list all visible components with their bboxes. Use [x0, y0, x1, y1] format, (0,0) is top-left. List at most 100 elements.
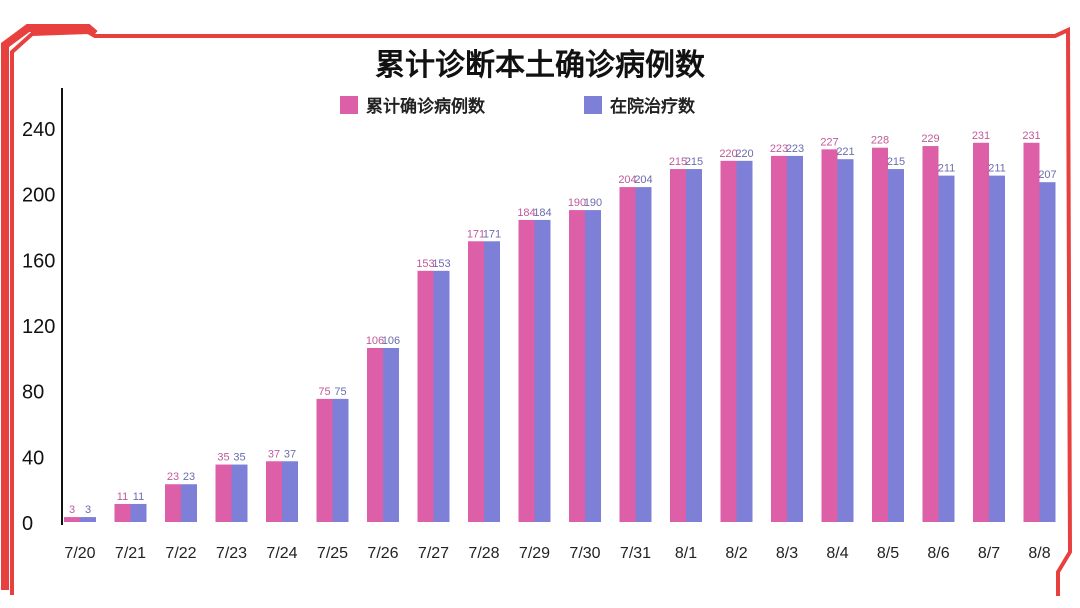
y-tick-label: 160: [22, 250, 55, 272]
data-label-cumulative: 190: [568, 197, 586, 209]
bar-cumulative: [569, 210, 585, 523]
data-label-cumulative: 215: [669, 156, 687, 168]
y-tick-label: 40: [22, 447, 44, 469]
bar-hospital: [383, 347, 399, 522]
x-tick-label: 8/7: [978, 545, 1000, 562]
x-tick-label: 7/21: [115, 545, 146, 562]
data-label-hospital: 221: [836, 146, 854, 158]
bar-cumulative: [64, 517, 80, 522]
bar-cumulative: [114, 503, 131, 522]
y-tick-label: 240: [22, 119, 55, 141]
legend-item-cumulative: 累计确诊病例数: [340, 92, 485, 117]
bar-hospital: [231, 464, 248, 522]
data-label-hospital: 37: [284, 448, 296, 460]
x-tick-label: 8/2: [725, 545, 747, 562]
bar-cumulative: [215, 464, 232, 522]
chart-title: 累计诊断本土确诊病例数: [375, 48, 705, 83]
bar-hospital: [181, 484, 197, 522]
bar-hospital: [686, 169, 702, 522]
bar-hospital: [80, 517, 96, 522]
x-tick-label: 8/3: [776, 545, 798, 562]
data-label-cumulative: 231: [1022, 130, 1040, 142]
bar-cumulative: [872, 147, 888, 522]
bar-hospital: [130, 503, 147, 522]
x-tick-label: 7/31: [620, 545, 651, 562]
bar-hospital: [837, 159, 854, 523]
x-tick-label: 7/27: [418, 545, 449, 562]
data-label-cumulative: 106: [366, 335, 384, 347]
bar-cumulative: [619, 187, 636, 522]
x-tick-label: 7/29: [519, 545, 550, 562]
bar-hospital: [433, 270, 450, 522]
data-label-hospital: 207: [1038, 169, 1056, 181]
data-label-cumulative: 184: [517, 207, 535, 219]
bar-cumulative: [417, 270, 434, 522]
x-tick-label: 7/28: [468, 545, 499, 562]
x-tick-label: 7/22: [165, 545, 196, 562]
data-label-hospital: 215: [887, 156, 905, 168]
x-tick-label: 7/20: [64, 545, 95, 562]
data-label-cumulative: 227: [820, 136, 838, 148]
bar-hospital: [989, 175, 1005, 522]
data-label-cumulative: 11: [117, 491, 128, 503]
y-tick-label: 200: [22, 185, 55, 207]
bar-cumulative: [266, 461, 282, 522]
x-tick-label: 7/24: [266, 545, 297, 562]
data-label-cumulative: 204: [618, 174, 636, 186]
data-label-cumulative: 223: [770, 143, 788, 155]
x-tick-label: 7/23: [216, 545, 247, 562]
legend-label-hospital: 在院治疗数: [610, 97, 695, 117]
bar-cumulative: [367, 347, 383, 522]
x-tick-label: 7/26: [367, 545, 398, 562]
y-tick-label: 120: [22, 316, 55, 338]
bar-cumulative: [1023, 142, 1040, 522]
data-label-hospital: 204: [634, 174, 652, 186]
y-tick-label: 0: [22, 513, 33, 535]
bar-hospital: [787, 155, 803, 523]
data-label-hospital: 153: [432, 258, 450, 270]
bar-hospital: [888, 169, 904, 522]
data-label-cumulative: 3: [69, 504, 75, 516]
bar-cumulative: [165, 484, 181, 522]
bar-hospital: [534, 219, 551, 522]
data-label-hospital: 215: [685, 156, 703, 168]
bar-cumulative: [821, 149, 838, 522]
bar-hospital: [1039, 182, 1056, 523]
data-label-cumulative: 229: [921, 133, 939, 145]
bar-cumulative: [518, 219, 535, 522]
data-label-hospital: 75: [334, 386, 346, 398]
data-label-cumulative: 231: [972, 130, 990, 142]
data-label-hospital: 211: [988, 163, 1006, 175]
bar-hospital: [282, 461, 298, 522]
data-label-hospital: 184: [533, 207, 551, 219]
bar-cumulative: [316, 398, 333, 522]
data-label-hospital: 190: [584, 197, 602, 209]
bar-hospital: [635, 187, 652, 522]
bar-cumulative: [922, 146, 939, 522]
data-label-cumulative: 228: [871, 135, 889, 147]
bar-hospital: [938, 175, 955, 522]
data-label-hospital: 220: [735, 148, 753, 160]
data-label-hospital: 35: [233, 452, 245, 464]
data-label-cumulative: 23: [167, 471, 179, 483]
legend-swatch-cumulative: [340, 95, 358, 114]
x-tick-label: 8/1: [675, 545, 697, 562]
bar-cumulative: [468, 241, 484, 522]
data-label-cumulative: 171: [467, 228, 485, 240]
data-label-hospital: 3: [85, 504, 91, 516]
y-tick-label: 80: [22, 382, 44, 404]
legend-label-cumulative: 累计确诊病例数: [366, 97, 485, 117]
data-label-cumulative: 153: [416, 258, 434, 270]
data-label-cumulative: 220: [719, 148, 737, 160]
bar-hospital: [736, 160, 753, 523]
data-label-hospital: 106: [382, 335, 400, 347]
x-tick-label: 8/8: [1028, 545, 1050, 562]
bar-cumulative: [720, 160, 737, 523]
data-label-cumulative: 35: [217, 452, 229, 464]
bar-hospital: [585, 210, 601, 523]
legend-swatch-hospital: [584, 95, 602, 114]
x-tick-label: 7/30: [569, 545, 600, 562]
x-tick-label: 8/5: [877, 545, 899, 562]
